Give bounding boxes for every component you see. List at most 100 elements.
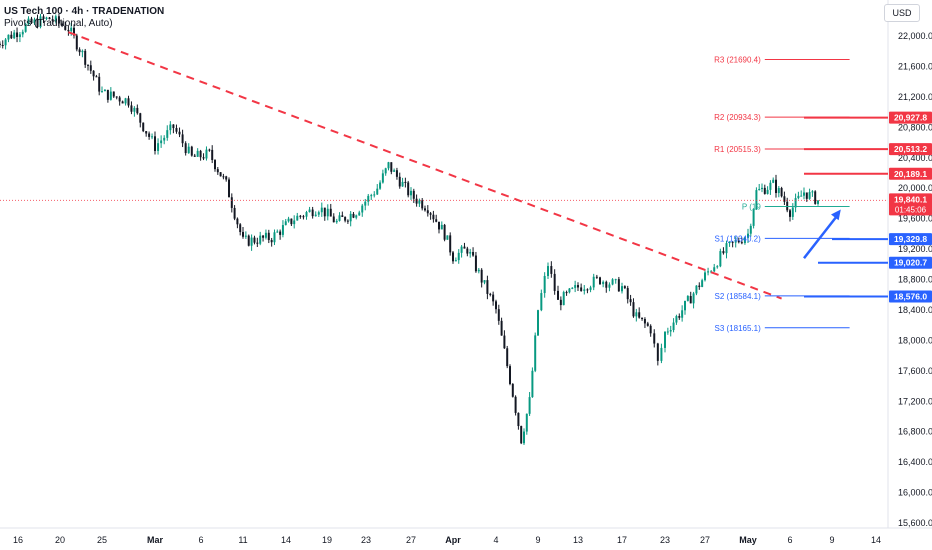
candle-body xyxy=(320,207,323,213)
candle-body xyxy=(4,39,7,46)
bar-countdown: 01:45:06 xyxy=(895,205,927,214)
candle-body xyxy=(42,16,45,19)
candle-body xyxy=(656,343,659,361)
candle-body xyxy=(550,266,553,274)
x-tick-label: 6 xyxy=(198,535,203,545)
pivot-label-s1: S1 (19340.2) xyxy=(715,234,762,243)
current-price-value: 19,840.1 xyxy=(894,194,927,204)
candle-body xyxy=(435,219,438,222)
candle-body xyxy=(219,172,222,177)
candle-body xyxy=(148,133,151,137)
indicator-label: Pivots (Traditional, Auto) xyxy=(4,18,113,29)
candle-body xyxy=(614,279,617,281)
candle-body xyxy=(477,269,480,272)
candle-body xyxy=(531,370,534,398)
candle-body xyxy=(75,35,78,50)
candle-body xyxy=(592,276,595,288)
candle-body xyxy=(701,280,704,287)
candle-body xyxy=(626,288,629,300)
x-tick-label: 6 xyxy=(787,535,792,545)
candle-body xyxy=(557,290,559,300)
candle-body xyxy=(608,284,611,288)
candle-body xyxy=(752,208,755,226)
x-tick-label: 20 xyxy=(55,535,65,545)
key-level-tag xyxy=(889,290,932,303)
x-tick-label: 25 xyxy=(97,535,107,545)
candle-body xyxy=(352,213,355,218)
candle-body xyxy=(398,176,401,187)
candle-body xyxy=(247,235,250,246)
chart-title: US Tech 100 · 4h · TRADENATION xyxy=(4,6,165,17)
candle-body xyxy=(376,188,379,195)
candle-body xyxy=(514,396,517,413)
x-tick-label: 27 xyxy=(406,535,416,545)
y-tick-label: 17,200.0 xyxy=(898,396,932,406)
candle-body xyxy=(525,413,528,432)
candle-body xyxy=(500,320,503,336)
candle-body xyxy=(731,241,734,243)
candle-body xyxy=(124,98,127,104)
x-tick-label: 23 xyxy=(361,535,371,545)
candle-body xyxy=(33,19,36,24)
candle-body xyxy=(463,246,466,249)
candle-body xyxy=(281,225,284,235)
candle-body xyxy=(811,191,814,193)
candle-body xyxy=(755,190,758,209)
candle-body xyxy=(302,216,305,218)
candle-body xyxy=(621,286,623,292)
candle-body xyxy=(497,309,500,321)
currency-button[interactable]: USD xyxy=(884,4,920,22)
candle-body xyxy=(660,347,663,361)
candle-body xyxy=(145,131,148,134)
y-tick-label: 18,800.0 xyxy=(898,275,932,285)
candle-body xyxy=(769,182,772,190)
candle-body xyxy=(250,237,253,246)
candle-body xyxy=(429,213,432,215)
candle-body xyxy=(130,105,133,112)
candle-body xyxy=(276,231,279,233)
candle-body xyxy=(577,285,579,288)
candle-body xyxy=(284,221,287,226)
candle-body xyxy=(154,136,156,151)
y-tick-label: 21,200.0 xyxy=(898,92,932,102)
candle-body xyxy=(264,232,267,238)
candle-body xyxy=(160,140,163,144)
candle-body xyxy=(175,128,178,132)
candle-body xyxy=(24,24,27,32)
candle-body xyxy=(317,212,320,215)
candle-body xyxy=(326,208,329,217)
candle-body xyxy=(190,146,193,156)
candle-body xyxy=(196,150,199,157)
candle-body xyxy=(766,189,769,194)
candle-body xyxy=(270,240,273,243)
candle-body xyxy=(506,348,509,367)
candle-body xyxy=(341,215,344,217)
candle-body xyxy=(418,200,421,204)
candle-body xyxy=(211,149,214,161)
key-level-value: 19,020.7 xyxy=(894,258,927,268)
candle-body xyxy=(523,431,525,444)
candle-body xyxy=(7,34,10,40)
candle-body xyxy=(387,162,390,169)
candle-body xyxy=(707,271,710,273)
candle-body xyxy=(13,32,16,39)
candle-body xyxy=(649,325,652,334)
x-tick-label: 4 xyxy=(493,535,498,545)
candle-body xyxy=(54,16,57,22)
candle-body xyxy=(308,209,311,213)
candle-body xyxy=(469,252,472,254)
candle-body xyxy=(370,195,373,197)
candle-body xyxy=(797,195,800,199)
x-tick-label: 13 xyxy=(573,535,583,545)
candle-body xyxy=(118,97,121,102)
candle-body xyxy=(452,252,454,262)
pivot-label-r2: R2 (20934.3) xyxy=(714,113,761,122)
candle-body xyxy=(178,131,181,135)
x-tick-label: 11 xyxy=(238,535,247,545)
candle-body xyxy=(794,198,797,208)
candle-body xyxy=(728,241,731,244)
y-tick-label: 20,000.0 xyxy=(898,183,932,193)
x-tick-label: 16 xyxy=(13,535,23,545)
candle-body xyxy=(483,280,486,283)
